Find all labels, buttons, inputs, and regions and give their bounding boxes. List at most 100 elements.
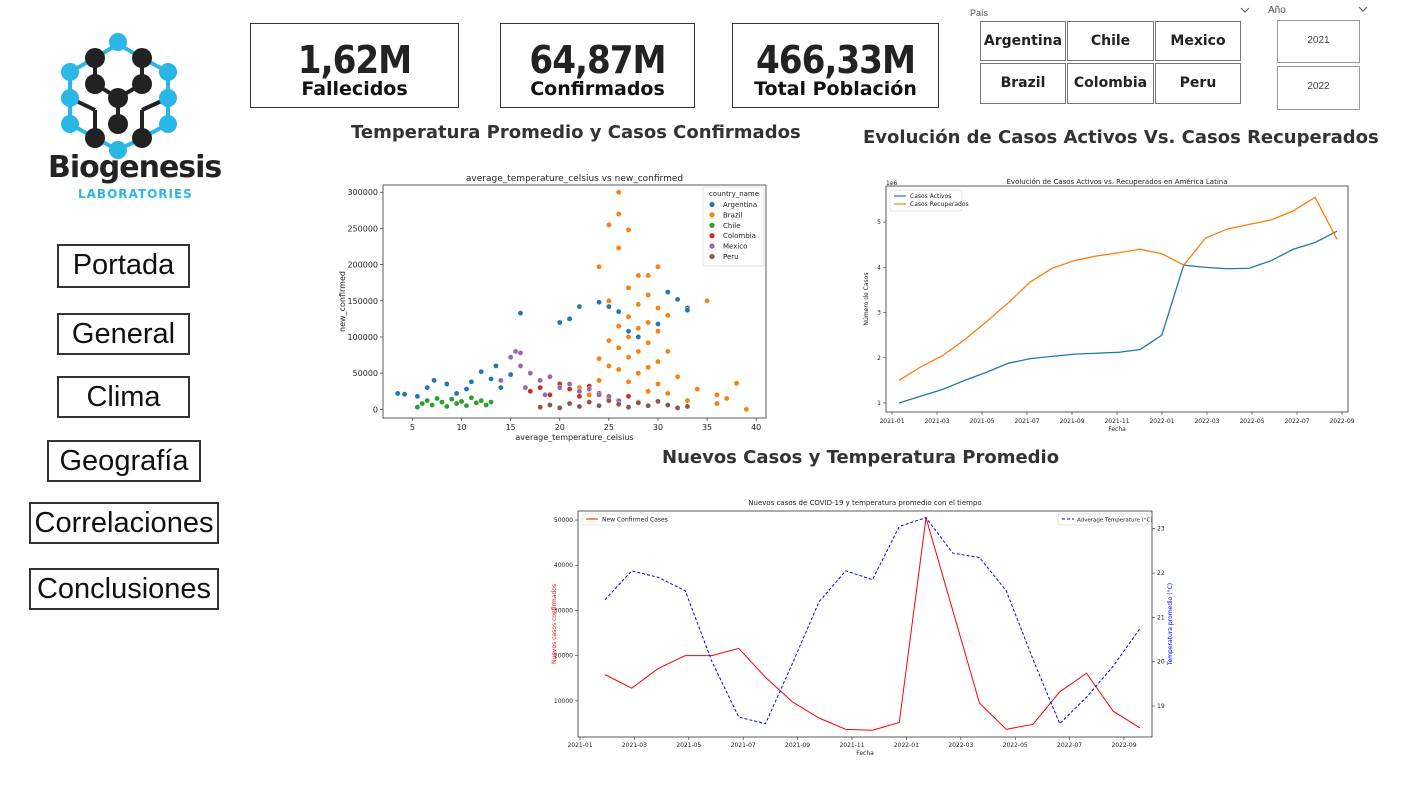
- scatter-point: [655, 358, 661, 365]
- scatter-point: [606, 221, 612, 228]
- scatter-point: [537, 377, 543, 384]
- scatter-point: [453, 390, 460, 397]
- y-tick-label: 0: [373, 405, 378, 414]
- x-tick-label: 2022-07: [1057, 742, 1082, 749]
- scatter-point: [684, 307, 691, 313]
- series-line: [898, 196, 1338, 381]
- legend-marker: [709, 233, 715, 239]
- y-scale-label: 1e6: [886, 180, 898, 187]
- scatter-point: [401, 391, 408, 397]
- x-tick-label: 2021-11: [1104, 418, 1129, 425]
- y-tick-label: 50000: [554, 517, 573, 524]
- x-tick-label: 2022-05: [1239, 418, 1264, 425]
- scatter-point: [615, 323, 622, 329]
- legend-label: Argentina: [723, 201, 757, 209]
- nav-clima-button[interactable]: Clima: [57, 376, 190, 418]
- logo-title: Biogenesis: [48, 150, 222, 185]
- anio-option-2022[interactable]: 2022: [1277, 66, 1360, 110]
- nav-correlaciones-button[interactable]: Correlaciones: [29, 502, 219, 544]
- scatter-point: [448, 396, 455, 402]
- scatter-point: [493, 363, 499, 369]
- y2-tick-label: 22: [1157, 570, 1165, 577]
- scatter-point: [547, 373, 553, 380]
- kpi-value: 1,62M: [297, 38, 412, 82]
- scatter-point: [635, 325, 642, 332]
- scatter-point: [439, 399, 445, 405]
- legend-label: Casos Recuperados: [910, 201, 969, 208]
- chevron-down-icon[interactable]: [1358, 5, 1368, 13]
- scatter-point: [635, 334, 642, 340]
- chevron-down-icon[interactable]: [1240, 6, 1250, 14]
- scatter-point: [576, 303, 583, 310]
- scatter-point: [596, 402, 602, 409]
- legend-marker: [709, 222, 715, 228]
- y-tick-label: 20000: [554, 653, 573, 660]
- series-line: [604, 517, 1141, 731]
- scatter-point: [596, 377, 602, 384]
- y2-tick-label: 21: [1157, 614, 1165, 621]
- nav-geografia-button[interactable]: Geografía: [47, 440, 201, 482]
- y-tick-label: 250000: [347, 224, 378, 233]
- plot-frame: [885, 185, 1349, 413]
- kpi-confirmados-card: 64,87M Confirmados: [500, 23, 695, 108]
- nav-conclusiones-button[interactable]: Conclusiones: [29, 568, 219, 610]
- scatter-point: [566, 400, 573, 407]
- pais-option-brazil[interactable]: Brazil: [980, 63, 1066, 104]
- kpi-label: Confirmados: [530, 78, 665, 100]
- anio-option-2021[interactable]: 2021: [1277, 20, 1360, 63]
- scatter-point: [714, 392, 720, 398]
- x-tick-label: 2021-03: [622, 742, 647, 749]
- scatter-point: [635, 348, 642, 355]
- legend-label: Mexico: [723, 243, 747, 251]
- x-axis-label: average_temperature_celsius: [515, 433, 633, 442]
- pais-option-chile[interactable]: Chile: [1067, 21, 1154, 61]
- scatter-point: [674, 296, 681, 303]
- molecule-icon: [61, 33, 177, 159]
- nav-general-button[interactable]: General: [57, 313, 190, 355]
- pais-option-peru[interactable]: Peru: [1155, 63, 1241, 104]
- scatter-point: [606, 337, 612, 344]
- x-tick-label: 2021-05: [969, 418, 994, 425]
- scatter-point: [625, 334, 632, 340]
- scatter-point: [625, 328, 632, 334]
- scatter-point: [645, 319, 651, 326]
- scatter-point: [674, 405, 681, 411]
- scatter-point: [615, 308, 622, 315]
- pais-option-argentina[interactable]: Argentina: [980, 21, 1066, 61]
- logo: Biogenesis LABORATORIES: [40, 30, 222, 205]
- x-tick-label: 2021-01: [879, 418, 904, 425]
- nav-portada-button[interactable]: Portada: [57, 244, 190, 288]
- scatter-point: [606, 297, 612, 304]
- y2-tick-label: 19: [1157, 703, 1165, 710]
- scatter-point: [586, 386, 593, 392]
- scatter-heading: Temperatura Promedio y Casos Confirmados: [351, 122, 801, 143]
- scatter-point: [586, 392, 593, 398]
- scatter-point: [556, 405, 563, 411]
- scatter-point: [444, 403, 450, 410]
- pais-option-colombia[interactable]: Colombia: [1067, 63, 1154, 104]
- scatter-point: [664, 312, 671, 319]
- x-tick-label: 5: [410, 423, 415, 432]
- scatter-point: [512, 348, 519, 355]
- scatter-point: [664, 348, 671, 355]
- y-axis-label: new_confirmed: [338, 271, 347, 332]
- y2-tick-label: 20: [1157, 659, 1165, 666]
- legend-box: [889, 189, 963, 212]
- scatter-point: [596, 263, 602, 270]
- activos-heading: Evolución de Casos Activos Vs. Casos Rec…: [863, 127, 1379, 148]
- scatter-point: [424, 397, 430, 404]
- y-axis-label-left: Nuevos casos confirmados: [551, 584, 558, 664]
- x-tick-label: 2022-03: [1194, 418, 1219, 425]
- scatter-point: [498, 377, 504, 384]
- legend-label: Chile: [723, 222, 741, 230]
- scatter-point: [429, 402, 435, 408]
- kpi-fallecidos-card: 1,62M Fallecidos: [250, 23, 459, 108]
- scatter-point: [566, 316, 573, 322]
- scatter-point: [596, 392, 602, 398]
- scatter-point: [576, 403, 583, 410]
- y-tick-label: 10000: [554, 698, 573, 705]
- pais-option-mexico[interactable]: Mexico: [1155, 21, 1241, 61]
- scatter-point: [576, 388, 583, 395]
- scatter-point: [478, 397, 485, 404]
- scatter-point: [674, 373, 681, 380]
